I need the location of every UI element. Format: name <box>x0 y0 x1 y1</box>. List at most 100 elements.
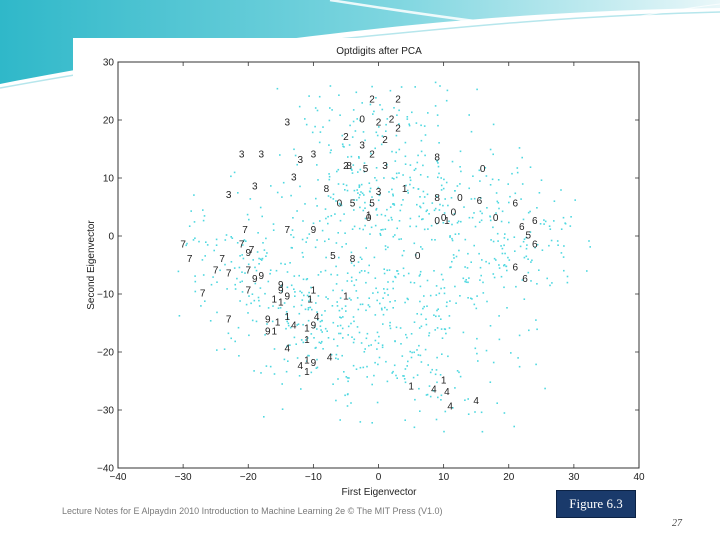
cloud-point <box>193 194 195 196</box>
cloud-point <box>498 264 500 266</box>
cloud-point <box>471 216 474 219</box>
cloud-point <box>365 281 367 284</box>
cloud-point <box>445 305 448 308</box>
cloud-point <box>418 327 421 329</box>
cloud-point <box>362 209 365 212</box>
cloud-point <box>427 228 429 230</box>
cloud-point <box>438 292 441 295</box>
cloud-point <box>377 342 380 344</box>
cloud-point <box>424 154 426 157</box>
cloud-point <box>316 205 318 207</box>
cloud-point <box>339 297 342 299</box>
cloud-point <box>236 277 238 280</box>
cloud-point <box>536 283 538 285</box>
cloud-point <box>310 333 313 335</box>
cloud-point <box>263 249 266 251</box>
cloud-point <box>402 375 404 377</box>
digit-label: 0 <box>366 213 372 224</box>
cloud-point <box>353 338 356 341</box>
cloud-point <box>379 302 381 305</box>
cloud-point <box>349 124 351 127</box>
cloud-point <box>535 363 537 366</box>
cloud-point <box>548 225 551 227</box>
cloud-point <box>348 377 350 379</box>
cloud-point <box>470 297 472 300</box>
cloud-point <box>198 240 200 243</box>
cloud-point <box>353 209 355 211</box>
cloud-point <box>374 339 377 342</box>
cloud-point <box>251 319 254 322</box>
cloud-point <box>290 284 293 287</box>
cloud-point <box>350 402 352 404</box>
digit-label: 9 <box>311 225 317 236</box>
cloud-point <box>510 352 512 354</box>
cloud-point <box>398 148 401 151</box>
cloud-point <box>353 189 356 192</box>
cloud-point <box>406 118 409 120</box>
page-number: 27 <box>672 518 682 529</box>
cloud-point <box>402 199 404 201</box>
cloud-point <box>362 131 365 133</box>
cloud-point <box>508 201 510 204</box>
cloud-point <box>393 203 395 205</box>
cloud-point <box>407 360 409 363</box>
cloud-point <box>272 229 275 231</box>
cloud-point <box>365 337 368 340</box>
cloud-point <box>414 167 417 170</box>
cloud-point <box>260 259 263 261</box>
cloud-point <box>419 410 421 412</box>
cloud-point <box>373 256 376 259</box>
cloud-point <box>420 124 422 127</box>
cloud-point <box>307 307 310 309</box>
cloud-point <box>286 345 288 348</box>
cloud-point <box>506 307 508 309</box>
cloud-point <box>346 272 349 274</box>
cloud-point <box>503 412 506 414</box>
cloud-point <box>286 271 289 273</box>
cloud-point <box>293 148 295 151</box>
cloud-point <box>485 349 488 352</box>
cloud-point <box>365 309 367 312</box>
cloud-point <box>321 319 323 322</box>
cloud-point <box>398 123 400 125</box>
digit-label: 0 <box>434 216 440 227</box>
cloud-point <box>419 270 422 273</box>
digit-label: 1 <box>304 367 310 378</box>
cloud-point <box>396 377 398 379</box>
cloud-point <box>300 304 303 307</box>
cloud-point <box>293 336 296 339</box>
cloud-point <box>378 356 381 359</box>
cloud-point <box>445 99 448 102</box>
cloud-point <box>342 337 344 339</box>
cloud-point <box>435 285 438 287</box>
cloud-point <box>440 399 442 401</box>
cloud-point <box>269 272 271 275</box>
cloud-point <box>562 256 565 258</box>
cloud-point <box>454 233 457 235</box>
cloud-point <box>423 196 426 198</box>
cloud-point <box>358 331 361 334</box>
y-tick-label: −40 <box>97 464 114 475</box>
cloud-point <box>484 167 487 169</box>
cloud-point <box>331 109 333 111</box>
cloud-point <box>330 215 333 217</box>
cloud-point <box>342 183 345 185</box>
cloud-point <box>544 387 546 390</box>
cloud-point <box>320 271 322 273</box>
cloud-point <box>216 311 218 314</box>
cloud-point <box>315 302 317 304</box>
cloud-point <box>488 262 490 265</box>
cloud-point <box>380 213 383 216</box>
cloud-point <box>301 291 303 294</box>
cloud-point <box>404 141 407 144</box>
cloud-point <box>423 305 425 308</box>
cloud-point <box>329 107 331 109</box>
x-tick-label: 0 <box>376 472 382 483</box>
cloud-point <box>436 309 438 312</box>
cloud-point <box>538 192 541 194</box>
cloud-point <box>443 292 446 295</box>
cloud-point <box>419 205 421 208</box>
cloud-point <box>434 373 437 376</box>
cloud-point <box>341 134 344 137</box>
cloud-point <box>453 213 456 215</box>
